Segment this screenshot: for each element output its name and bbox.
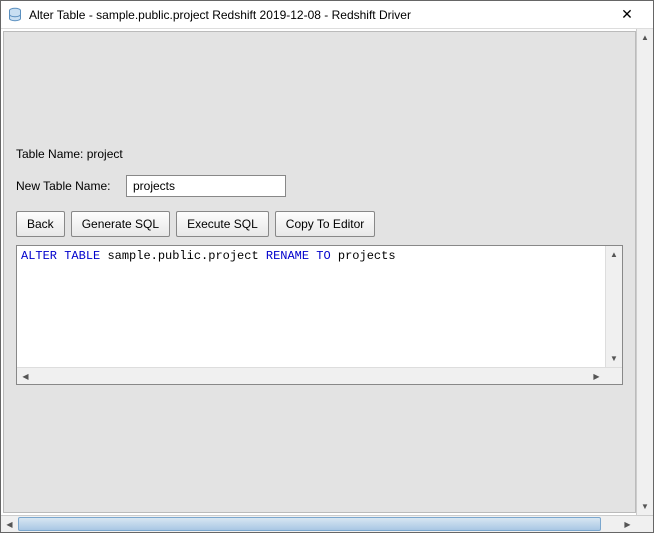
scroll-track[interactable] <box>34 368 588 384</box>
form-panel: Table Name: project New Table Name: Back… <box>3 31 636 513</box>
sql-keyword: ALTER <box>21 249 57 263</box>
sql-object: sample.public.project <box>107 249 258 263</box>
close-icon: ✕ <box>621 6 633 23</box>
scroll-thumb[interactable] <box>18 517 601 531</box>
back-button[interactable]: Back <box>16 211 65 237</box>
scroll-left-icon[interactable]: ◀ <box>17 368 34 384</box>
sql-text[interactable]: ALTER TABLE sample.public.project RENAME… <box>17 246 605 367</box>
titlebar: Alter Table - sample.public.project Reds… <box>1 1 653 29</box>
button-row: Back Generate SQL Execute SQL Copy To Ed… <box>16 211 623 237</box>
sql-keyword: RENAME <box>266 249 309 263</box>
sql-keyword: TO <box>316 249 330 263</box>
sql-preview: ALTER TABLE sample.public.project RENAME… <box>16 245 623 385</box>
scroll-right-icon[interactable]: ▶ <box>588 368 605 384</box>
new-table-name-input[interactable] <box>126 175 286 197</box>
dialog-window: Alter Table - sample.public.project Reds… <box>0 0 654 533</box>
sql-keyword: TABLE <box>64 249 100 263</box>
execute-sql-button[interactable]: Execute SQL <box>176 211 269 237</box>
panel-vertical-scrollbar[interactable]: ▲ ▼ <box>636 29 653 515</box>
new-table-name-label: New Table Name: <box>16 179 116 193</box>
scroll-corner <box>605 368 622 384</box>
table-name-label: Table Name: project <box>16 147 123 161</box>
scroll-corner <box>636 516 653 532</box>
scroll-track[interactable] <box>18 516 619 532</box>
close-button[interactable]: ✕ <box>607 1 647 28</box>
scroll-left-icon[interactable]: ◀ <box>1 516 18 532</box>
sql-vertical-scrollbar[interactable]: ▲ ▼ <box>605 246 622 367</box>
client-area: Table Name: project New Table Name: Back… <box>1 29 653 532</box>
scroll-track[interactable] <box>637 46 653 498</box>
panel-horizontal-scrollbar[interactable]: ◀ ▶ <box>1 515 653 532</box>
sql-horizontal-scrollbar[interactable]: ◀ ▶ <box>17 367 622 384</box>
scroll-down-icon[interactable]: ▼ <box>606 350 622 367</box>
database-icon <box>7 7 23 23</box>
scroll-up-icon[interactable]: ▲ <box>637 29 653 46</box>
scroll-right-icon[interactable]: ▶ <box>619 516 636 532</box>
main-content: Table Name: project New Table Name: Back… <box>1 29 653 515</box>
generate-sql-button[interactable]: Generate SQL <box>71 211 170 237</box>
scroll-down-icon[interactable]: ▼ <box>637 498 653 515</box>
sql-target: projects <box>338 249 396 263</box>
scroll-track[interactable] <box>606 263 622 350</box>
window-title: Alter Table - sample.public.project Reds… <box>29 8 607 22</box>
copy-to-editor-button[interactable]: Copy To Editor <box>275 211 376 237</box>
scroll-up-icon[interactable]: ▲ <box>606 246 622 263</box>
